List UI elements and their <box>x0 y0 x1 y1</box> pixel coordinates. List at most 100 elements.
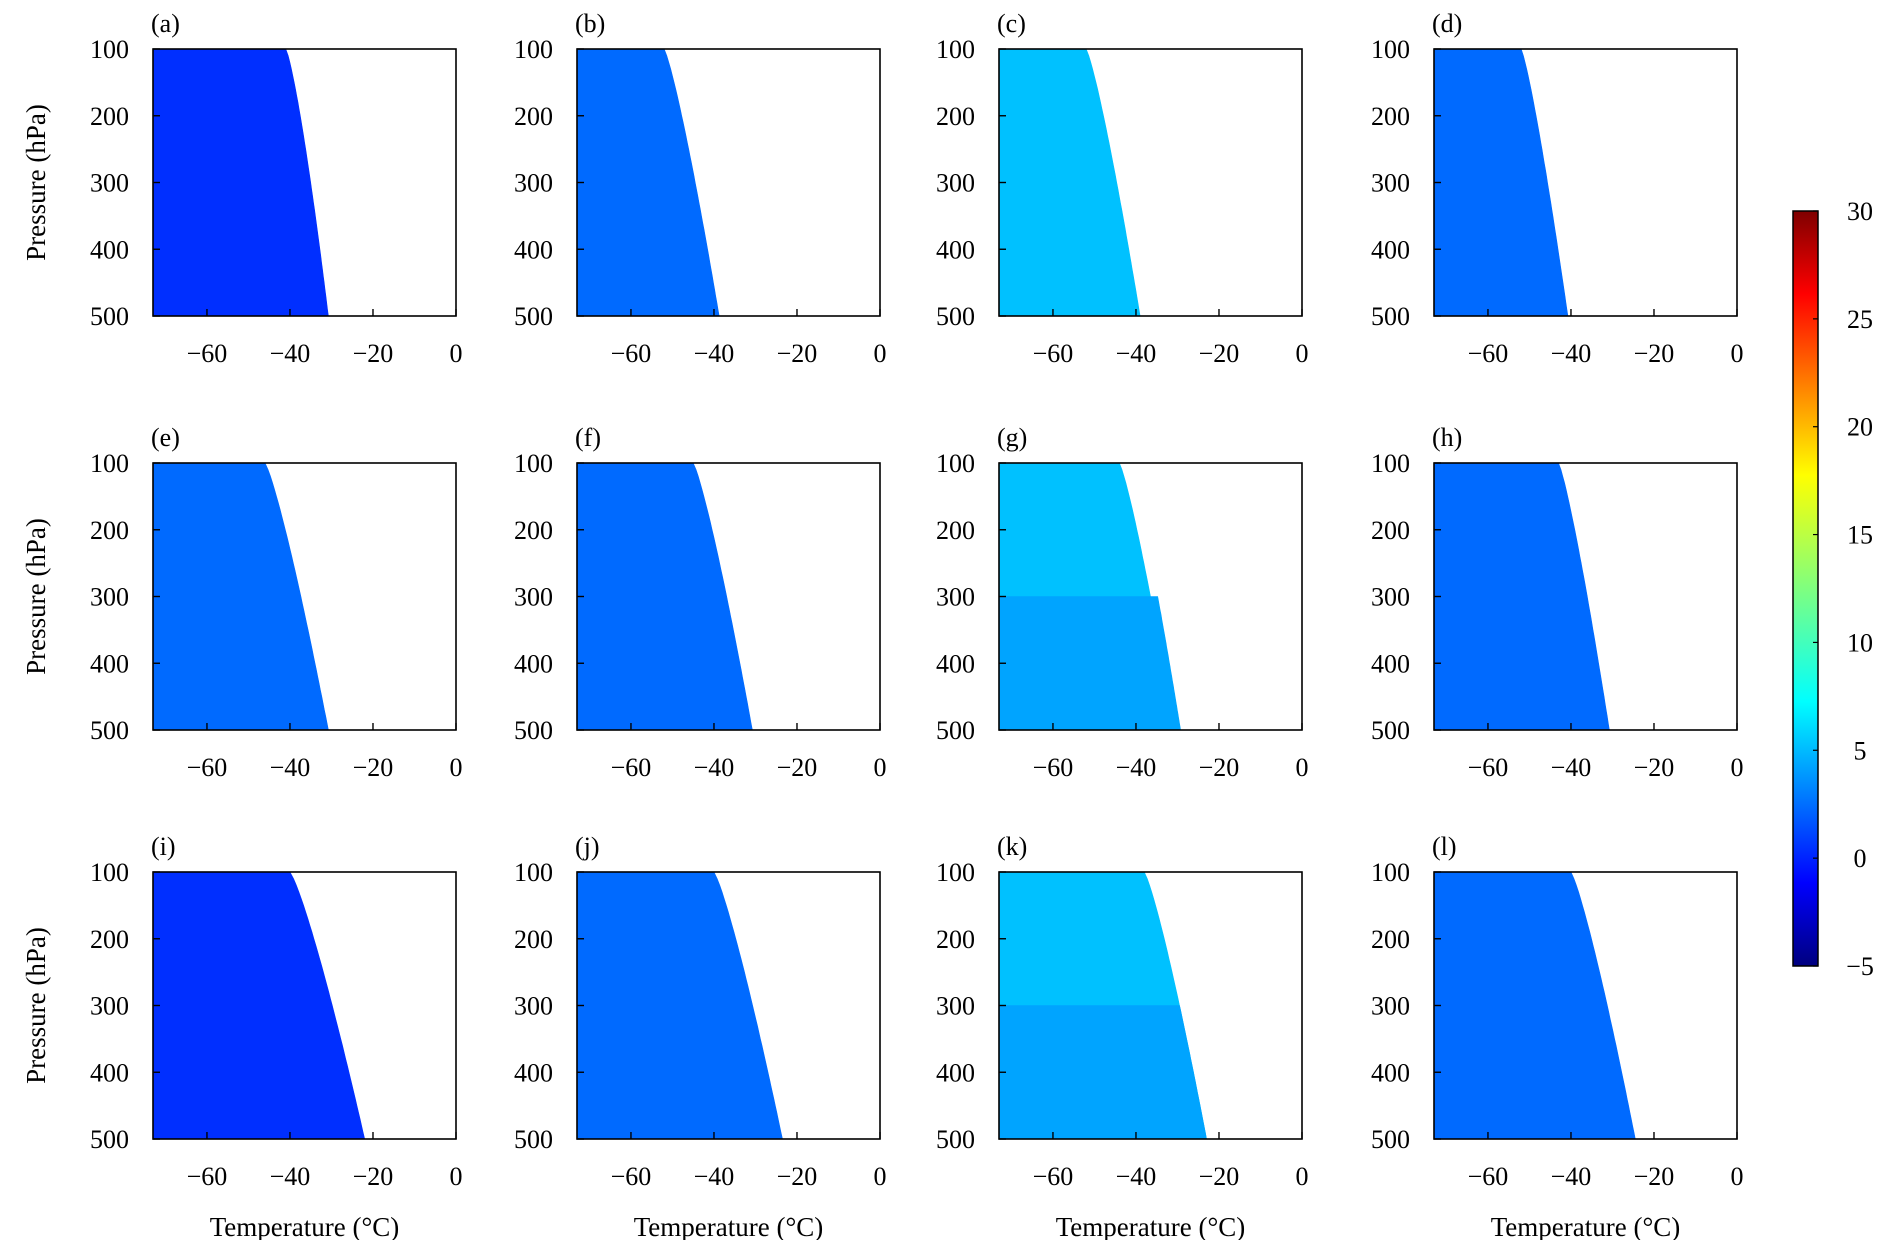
colorbar: 30 25 20 15 10 5 0 −5 <box>1792 197 1874 981</box>
y-tick-label: 400 <box>1371 649 1410 678</box>
y-tick-label: 500 <box>514 716 553 745</box>
y-tick-label: 100 <box>1371 858 1410 887</box>
x-axis-label: Temperature (°C) <box>634 1212 824 1240</box>
y-tick-label: 100 <box>90 858 129 887</box>
x-tick-label: 0 <box>1731 1162 1744 1191</box>
x-tick-label: −60 <box>187 1162 228 1191</box>
x-tick-label: −20 <box>1634 753 1675 782</box>
y-tick-label: 300 <box>90 583 129 612</box>
y-tick-label: 500 <box>90 716 129 745</box>
x-tick-label: −20 <box>777 1162 818 1191</box>
x-tick-label: 0 <box>874 339 887 368</box>
x-tick-label: −20 <box>353 753 394 782</box>
y-tick-label: 200 <box>514 925 553 954</box>
panel-label: (b) <box>575 9 605 38</box>
panel-label: (a) <box>151 9 180 38</box>
y-tick-label: 300 <box>514 992 553 1021</box>
y-tick-label: 500 <box>514 1125 553 1154</box>
x-tick-label: −40 <box>1551 753 1592 782</box>
colorbar-ticks: 30 25 20 15 10 5 0 −5 <box>1813 197 1874 981</box>
y-tick-label: 400 <box>90 1058 129 1087</box>
x-tick-label: −60 <box>611 1162 652 1191</box>
colorbar-gradient <box>1792 210 1819 967</box>
y-tick-label: 300 <box>90 992 129 1021</box>
panel-label: (h) <box>1432 423 1462 452</box>
panel-f: (f) 100 200 300 400 500 −60 −40 −20 0 <box>514 423 887 782</box>
y-tick-label: 200 <box>1371 102 1410 131</box>
y-tick-label: 400 <box>90 235 129 264</box>
y-tick-label: 500 <box>90 302 129 331</box>
y-tick-label: 500 <box>1371 716 1410 745</box>
y-tick-label: 300 <box>936 992 975 1021</box>
panel-label: (k) <box>997 832 1027 861</box>
x-tick-label: 0 <box>1296 1162 1309 1191</box>
x-tick-label: −40 <box>1551 1162 1592 1191</box>
x-tick-label: −60 <box>611 753 652 782</box>
colorbar-tick-label: −5 <box>1846 952 1874 981</box>
y-tick-label: 400 <box>936 1058 975 1087</box>
y-tick-label: 500 <box>936 716 975 745</box>
colorbar-tick-label: 20 <box>1847 413 1873 442</box>
y-tick-label: 300 <box>936 583 975 612</box>
x-tick-label: 0 <box>874 1162 887 1191</box>
contour-band <box>1433 871 1636 1140</box>
y-tick-label: 400 <box>514 649 553 678</box>
x-tick-label: 0 <box>1731 753 1744 782</box>
y-tick-label: 200 <box>90 925 129 954</box>
x-tick-label: −60 <box>1468 339 1509 368</box>
x-tick-label: −20 <box>777 339 818 368</box>
y-tick-label: 200 <box>1371 516 1410 545</box>
x-tick-label: −60 <box>611 339 652 368</box>
x-tick-label: −60 <box>1033 753 1074 782</box>
contour-band <box>1433 48 1569 317</box>
x-tick-label: −60 <box>1468 1162 1509 1191</box>
contour-band <box>152 871 366 1140</box>
contour-band <box>152 462 329 731</box>
y-tick-label: 400 <box>514 235 553 264</box>
y-axis-label: Pressure (hPa) <box>21 104 51 261</box>
contour-band <box>998 48 1141 317</box>
panel-label: (g) <box>997 423 1027 452</box>
colorbar-tick-label: 5 <box>1854 736 1867 765</box>
y-tick-label: 100 <box>90 35 129 64</box>
y-tick-label: 500 <box>936 302 975 331</box>
x-tick-label: −40 <box>1116 753 1157 782</box>
x-tick-label: −20 <box>1634 339 1675 368</box>
colorbar-tick-label: 25 <box>1847 305 1873 334</box>
y-tick-label: 500 <box>936 1125 975 1154</box>
contour-band <box>576 48 720 317</box>
contour-band <box>576 462 753 731</box>
panel-label: (i) <box>151 832 176 861</box>
x-tick-label: −20 <box>1199 753 1240 782</box>
contour-band <box>998 596 1181 731</box>
panel-e: (e) 100 200 300 400 500 −60 −40 −20 0 Pressure (hP… <box>21 423 463 782</box>
y-tick-label: 100 <box>1371 449 1410 478</box>
y-tick-label: 300 <box>1371 992 1410 1021</box>
panel-label: (e) <box>151 423 180 452</box>
y-tick-label: 400 <box>514 1058 553 1087</box>
x-axis-label: Temperature (°C) <box>210 1212 400 1240</box>
y-tick-label: 200 <box>936 925 975 954</box>
x-tick-label: 0 <box>1731 339 1744 368</box>
x-tick-label: 0 <box>874 753 887 782</box>
x-tick-label: −20 <box>353 1162 394 1191</box>
x-tick-label: −20 <box>1634 1162 1675 1191</box>
y-tick-label: 300 <box>1371 169 1410 198</box>
y-tick-label: 500 <box>90 1125 129 1154</box>
x-tick-label: −40 <box>270 753 311 782</box>
panel-j: (j) 100 200 300 400 500 −60 −40 −20 0 Temperature … <box>514 832 887 1240</box>
panel-k: (k) 100 200 300 400 500 −60 −40 −20 0 Temperature … <box>936 832 1309 1240</box>
y-tick-label: 300 <box>514 169 553 198</box>
y-tick-label: 100 <box>514 858 553 887</box>
y-tick-label: 300 <box>514 583 553 612</box>
y-tick-label: 200 <box>90 102 129 131</box>
panel-d: (d) 100 200 300 400 500 −60 −40 −20 0 <box>1371 9 1744 368</box>
y-tick-label: 300 <box>936 169 975 198</box>
y-axis-label: Pressure (hPa) <box>21 518 51 675</box>
y-tick-label: 100 <box>936 35 975 64</box>
y-tick-label: 300 <box>90 169 129 198</box>
x-tick-label: −60 <box>1033 1162 1074 1191</box>
contour-band <box>576 871 783 1140</box>
panel-c: (c) 100 200 300 400 500 −60 −40 −20 0 <box>936 9 1309 368</box>
y-tick-label: 400 <box>1371 1058 1410 1087</box>
